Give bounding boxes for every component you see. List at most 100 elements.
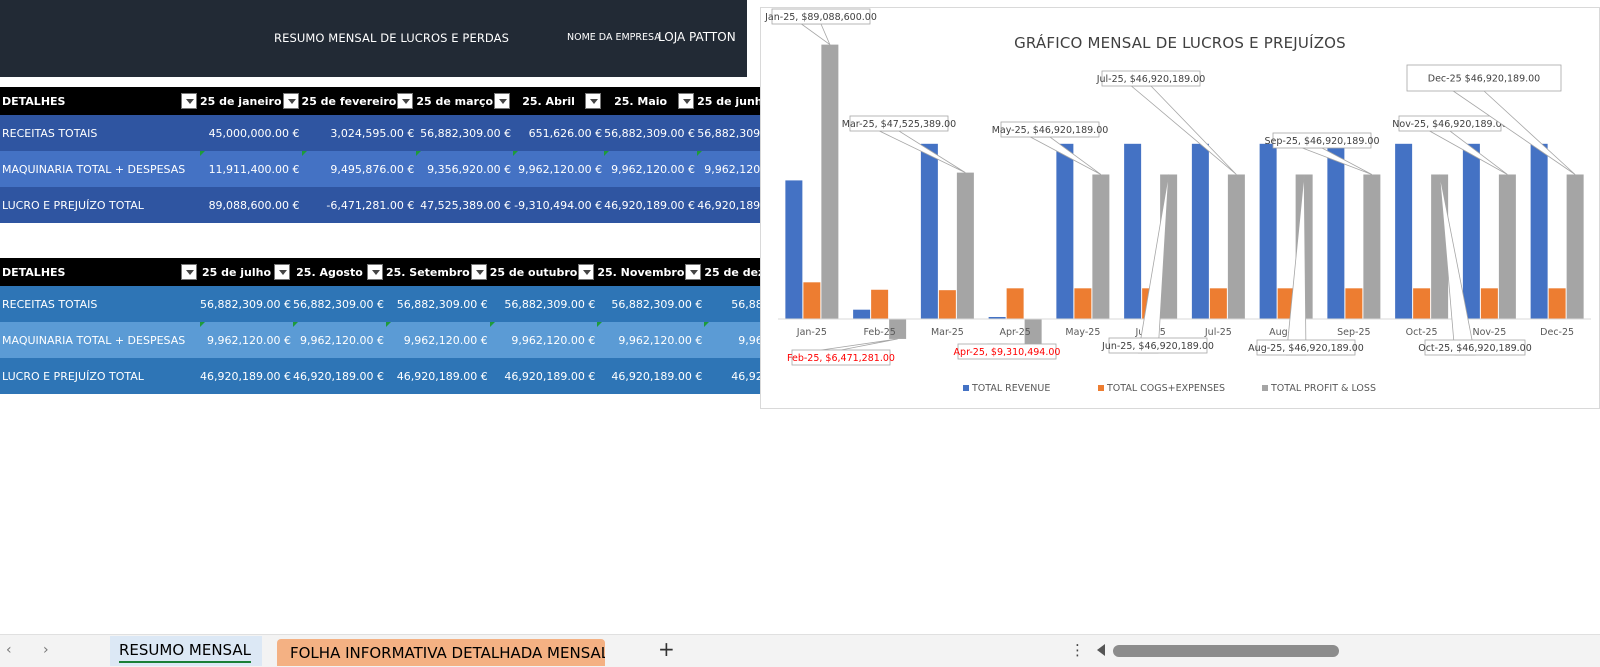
table-cell[interactable]: 89,088,600.00 €: [200, 187, 302, 223]
column-header[interactable]: 25. Novembro: [597, 258, 705, 286]
table-cell[interactable]: -9,310,494.00 €: [513, 187, 605, 223]
table-cell[interactable]: 9,962,120.00 €: [385, 322, 490, 358]
table-cell[interactable]: 9,495,876.00 €: [301, 151, 417, 187]
filter-dropdown-icon[interactable]: [585, 93, 602, 109]
column-header[interactable]: 25 de março: [416, 87, 514, 115]
data-label-box: [1256, 339, 1356, 356]
table-cell[interactable]: 56,882,309.00 €: [200, 286, 293, 322]
table-cell[interactable]: 9,356,920.00 €: [416, 151, 514, 187]
table-cell[interactable]: 47,525,389.00 €: [416, 187, 514, 223]
filter-dropdown-icon[interactable]: [273, 264, 290, 280]
summary-table-h2: DETALHES 25 de julho 25. Agosto 25. Sete…: [0, 258, 825, 394]
profit-loss-chart[interactable]: GRÁFICO MENSAL DE LUCROS E PREJUÍZOS Jan…: [760, 7, 1600, 409]
filter-dropdown-icon[interactable]: [282, 93, 299, 109]
data-label-box: [791, 349, 891, 366]
data-label: May-25, $46,920,189.00: [992, 125, 1109, 136]
column-header[interactable]: DETALHES: [0, 258, 200, 286]
more-options-icon[interactable]: ⋮: [1070, 641, 1085, 659]
add-sheet-button[interactable]: +: [658, 637, 675, 661]
table-cell[interactable]: 56,882,309.00 €: [489, 286, 598, 322]
bar-cogs: [938, 290, 956, 319]
table-cell[interactable]: 56,882,309.00 €: [292, 286, 386, 322]
table-cell[interactable]: 9,962,120.00 €: [489, 322, 598, 358]
bar-revenue: [1056, 143, 1074, 319]
column-header[interactable]: DETALHES: [0, 87, 200, 115]
table-cell[interactable]: 56,882,309.00 €: [604, 115, 698, 151]
x-tick-label: Aug-25: [1269, 327, 1303, 338]
x-tick-label: Dec-25: [1540, 327, 1574, 338]
table-cell[interactable]: -6,471,281.00 €: [301, 187, 417, 223]
column-header[interactable]: 25 de outubro: [489, 258, 598, 286]
filter-dropdown-icon[interactable]: [470, 264, 487, 280]
horizontal-scrollbar[interactable]: [1113, 645, 1339, 657]
filter-dropdown-icon[interactable]: [578, 264, 595, 280]
bar-cogs: [1480, 288, 1498, 319]
summary-table-h1: DETALHES 25 de janeiro 25 de fevereiro 2…: [0, 87, 791, 223]
bar-cogs: [1548, 288, 1566, 319]
column-header[interactable]: 25 de julho: [200, 258, 293, 286]
table-cell[interactable]: 46,920,189.00 €: [200, 358, 293, 394]
table-cell[interactable]: 46,920,189.00 €: [385, 358, 490, 394]
table-cell[interactable]: 11,911,400.00 €: [200, 151, 302, 187]
table-cell[interactable]: 3,024,595.00 €: [301, 115, 417, 151]
sheet-tab-label: RESUMO MENSAL: [119, 641, 251, 663]
scroll-left-icon[interactable]: [1097, 644, 1105, 656]
filter-dropdown-icon[interactable]: [181, 93, 197, 109]
data-label-box: [1424, 339, 1526, 356]
column-header[interactable]: 25. Setembro: [385, 258, 490, 286]
bar-revenue: [785, 180, 803, 319]
filter-dropdown-icon[interactable]: [678, 93, 695, 109]
bar-profit: [1498, 174, 1516, 319]
table-cell[interactable]: 651,626.00 €: [513, 115, 605, 151]
filter-dropdown-icon[interactable]: [366, 264, 383, 280]
column-header[interactable]: 25. Maio: [604, 87, 698, 115]
table-cell[interactable]: 46,920,189.00 €: [292, 358, 386, 394]
table-cell[interactable]: 9,962,120.00 €: [597, 322, 705, 358]
column-header[interactable]: 25 de janeiro: [200, 87, 302, 115]
bar-profit: [1227, 174, 1245, 319]
row-label[interactable]: LUCRO E PREJUÍZO TOTAL: [0, 358, 200, 394]
data-label: Nov-25, $46,920,189.00: [1392, 119, 1507, 130]
row-label[interactable]: LUCRO E PREJUÍZO TOTAL: [0, 187, 200, 223]
data-label-box: [1108, 337, 1208, 354]
legend-entry: TOTAL COGS+EXPENSES: [1106, 383, 1225, 394]
row-label[interactable]: RECEITAS TOTAIS: [0, 286, 200, 322]
table-cell[interactable]: 9,962,120.00 €: [292, 322, 386, 358]
sheet-tab-folha[interactable]: FOLHA INFORMATIVA DETALHADA MENSAL: [277, 639, 605, 666]
filter-dropdown-icon[interactable]: [397, 93, 414, 109]
data-label: Aug-25, $46,920,189.00: [1248, 343, 1364, 354]
company-name[interactable]: LOJA PATTON: [658, 30, 736, 44]
table-cell[interactable]: 9,962,120.00 €: [604, 151, 698, 187]
data-label-box: [849, 115, 949, 132]
table-cell[interactable]: 56,882,309.00 €: [416, 115, 514, 151]
data-label: Apr-25, $9,310,494.00: [954, 347, 1061, 358]
table-cell[interactable]: 9,962,120.00 €: [200, 322, 293, 358]
x-tick-label: Feb-25: [863, 327, 895, 338]
table-cell[interactable]: 46,920,189.00 €: [597, 358, 705, 394]
filter-dropdown-icon[interactable]: [494, 93, 511, 109]
table-cell[interactable]: 56,882,309.00 €: [597, 286, 705, 322]
legend-entry: TOTAL PROFIT & LOSS: [1270, 383, 1376, 394]
table-cell[interactable]: 46,920,189.00 €: [489, 358, 598, 394]
table-header-row: DETALHES 25 de janeiro 25 de fevereiro 2…: [0, 87, 791, 115]
data-label-leader: [800, 23, 831, 46]
bar-cogs: [1413, 288, 1431, 319]
table-cell[interactable]: 9,962,120.00 €: [513, 151, 605, 187]
next-sheet-icon[interactable]: ›: [43, 642, 49, 658]
column-header[interactable]: 25. Agosto: [292, 258, 386, 286]
bar-revenue: [988, 316, 1006, 319]
sheet-tab-resumo[interactable]: RESUMO MENSAL: [110, 636, 262, 666]
row-label[interactable]: MAQUINARIA TOTAL + DESPESAS: [0, 322, 200, 358]
column-header[interactable]: 25 de fevereiro: [301, 87, 417, 115]
prev-sheet-icon[interactable]: ‹: [6, 642, 12, 658]
row-label[interactable]: RECEITAS TOTAIS: [0, 115, 200, 151]
filter-dropdown-icon[interactable]: [181, 264, 197, 280]
table-row: LUCRO E PREJUÍZO TOTAL 46,920,189.00 € 4…: [0, 358, 825, 394]
table-cell[interactable]: 45,000,000.00 €: [200, 115, 302, 151]
table-cell[interactable]: 46,920,189.00 €: [604, 187, 698, 223]
row-label[interactable]: MAQUINARIA TOTAL + DESPESAS: [0, 151, 200, 187]
table-cell[interactable]: 56,882,309.00 €: [385, 286, 490, 322]
data-label-leader: [821, 338, 898, 351]
filter-dropdown-icon[interactable]: [685, 264, 702, 280]
column-header[interactable]: 25. Abril: [513, 87, 605, 115]
